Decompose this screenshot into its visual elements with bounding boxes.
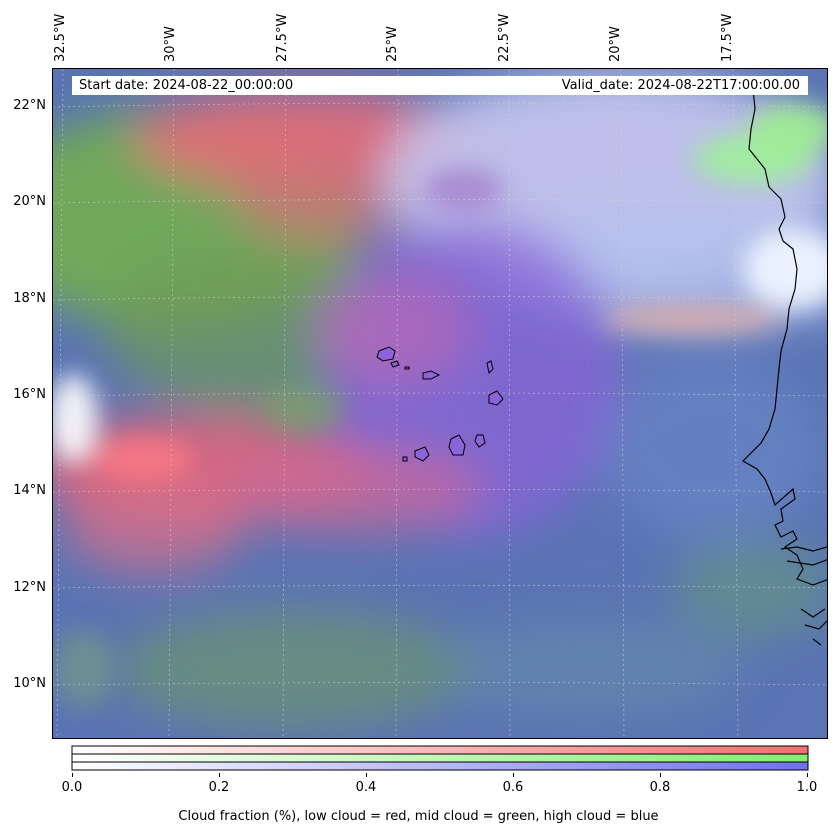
cape-verde-islands bbox=[376, 346, 504, 462]
map-canvas bbox=[53, 69, 827, 738]
colorbar-tick-label-1: 0.2 bbox=[208, 780, 230, 795]
start-date-label: Start date: 2024-08-22_00:00:00 bbox=[79, 78, 294, 93]
lat-label-16n: 16°N bbox=[13, 387, 46, 402]
colorbar-tick-4 bbox=[660, 773, 661, 777]
colorbar-tick-label-3: 0.6 bbox=[502, 780, 524, 795]
island-sao-nicolau bbox=[422, 370, 441, 380]
lat-label-14n: 14°N bbox=[13, 483, 46, 498]
lon-label-20w: 20°W bbox=[608, 26, 623, 62]
island-fogo bbox=[414, 446, 430, 462]
lat-label-20n: 20°N bbox=[13, 194, 46, 209]
island-sal bbox=[486, 360, 494, 375]
gambia-casamance-coast bbox=[780, 546, 827, 646]
colorbar bbox=[71, 745, 809, 771]
island-boa-vista bbox=[488, 390, 504, 406]
lat-label-10n: 10°N bbox=[13, 676, 46, 691]
lon-label-32-5w: 32.5°W bbox=[53, 13, 68, 62]
cloud-blobs-large bbox=[53, 69, 827, 729]
colorbar-tick-2 bbox=[366, 773, 367, 777]
lat-label-18n: 18°N bbox=[13, 291, 46, 306]
island-sao-vicente bbox=[390, 360, 400, 368]
info-bar: Start date: 2024-08-22_00:00:00 Valid_da… bbox=[72, 76, 808, 95]
colorbar-tick-3 bbox=[513, 773, 514, 777]
africa-coastline bbox=[742, 88, 827, 586]
colorbar-tick-label-5: 1.0 bbox=[796, 780, 818, 795]
colorbar-tick-5 bbox=[807, 773, 808, 777]
colorbar-tick-label-4: 0.8 bbox=[649, 780, 671, 795]
valid-date-label: Valid_date: 2024-08-22T17:00:00.00 bbox=[561, 78, 800, 93]
colorbar-tick-label-0: 0.0 bbox=[61, 780, 83, 795]
island-brava bbox=[402, 456, 408, 462]
lon-label-27-5w: 27.5°W bbox=[275, 13, 290, 62]
cloud-blobs-detail bbox=[53, 104, 827, 709]
island-santa-luzia bbox=[404, 366, 410, 370]
lon-label-30w: 30°W bbox=[163, 26, 178, 62]
lon-label-22-5w: 22.5°W bbox=[497, 13, 512, 62]
colorbar-low-cloud bbox=[71, 745, 809, 755]
island-santo-antao bbox=[376, 346, 396, 362]
cloud-fraction-map bbox=[52, 68, 828, 739]
lat-label-12n: 12°N bbox=[13, 580, 46, 595]
colorbar-tick-1 bbox=[219, 773, 220, 777]
lon-label-17-5w: 17.5°W bbox=[720, 13, 735, 62]
lon-label-25w: 25°W bbox=[385, 26, 400, 62]
lat-label-22n: 22°N bbox=[13, 98, 46, 113]
island-maio bbox=[474, 434, 486, 448]
gridlines bbox=[53, 69, 827, 738]
colorbar-tick-label-2: 0.4 bbox=[355, 780, 377, 795]
island-santiago bbox=[448, 434, 466, 456]
colorbar-caption: Cloud fraction (%), low cloud = red, mid… bbox=[178, 809, 659, 824]
colorbar-mid-cloud bbox=[71, 753, 809, 763]
colorbar-tick-0 bbox=[72, 773, 73, 777]
colorbar-high-cloud bbox=[71, 761, 809, 771]
